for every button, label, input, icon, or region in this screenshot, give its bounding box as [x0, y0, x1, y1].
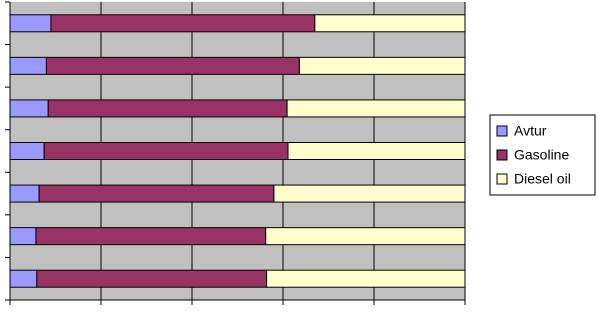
bar-segment [266, 269, 466, 288]
legend-items: Avtur Gasoline Diesel oil [496, 123, 571, 187]
bar-segment [273, 184, 466, 203]
legend-swatch [496, 173, 508, 185]
bar-segment [9, 99, 49, 118]
bar-segment [45, 56, 300, 75]
bar-segment [36, 269, 268, 288]
bar-segment [265, 227, 466, 246]
legend-swatch [496, 125, 508, 137]
legend-label: Diesel oil [514, 171, 571, 187]
bar-segment [9, 184, 40, 203]
bar-segment [286, 99, 466, 118]
bar-segment [43, 142, 289, 160]
bar-segment [38, 184, 275, 203]
bar-segment [9, 142, 45, 160]
bar-segment [9, 227, 37, 246]
legend-label: Gasoline [514, 147, 569, 163]
bar-segment [287, 142, 466, 160]
legend-swatch [496, 149, 508, 161]
bar-segment [314, 14, 466, 33]
bar-segment [298, 56, 466, 75]
bar-segment [9, 269, 38, 288]
bars [9, 14, 466, 288]
bar-segment [47, 99, 288, 118]
legend-label: Avtur [514, 123, 547, 139]
bar-segment [50, 14, 316, 33]
bar-segment [35, 227, 267, 246]
bar-segment [9, 56, 47, 75]
bar-segment [9, 14, 52, 33]
